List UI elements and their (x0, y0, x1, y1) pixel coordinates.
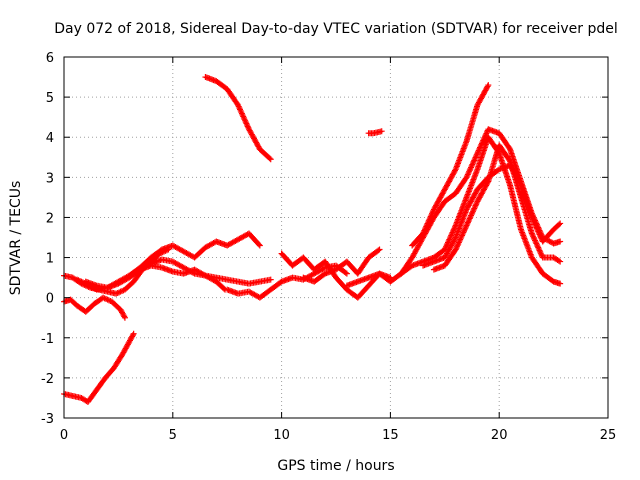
x-axis-label: GPS time / hours (277, 458, 394, 474)
y-tick-label: 4 (46, 131, 54, 146)
data-point (267, 276, 274, 283)
data-points (61, 74, 564, 405)
data-point (267, 156, 274, 163)
data-point (256, 242, 263, 249)
data-point (376, 246, 383, 253)
data-point (342, 269, 349, 276)
data-point (121, 314, 128, 321)
y-tick-label: 3 (46, 171, 54, 186)
data-point (506, 157, 513, 164)
series-sat-o (420, 162, 564, 269)
data-point (129, 332, 136, 339)
y-tick-label: -2 (41, 372, 54, 387)
data-point (375, 247, 382, 254)
plot-frame (63, 56, 609, 419)
y-tick-label: -3 (41, 412, 54, 427)
data-point (130, 330, 137, 337)
data-point (266, 155, 273, 162)
data-point (557, 238, 564, 245)
chart-title: Day 072 of 2018, Sidereal Day-to-day VTE… (54, 21, 618, 37)
y-tick-label: 2 (46, 211, 54, 226)
data-point (320, 265, 327, 272)
data-point (451, 235, 458, 242)
series-sat-j (300, 246, 383, 285)
data-point (557, 220, 564, 227)
data-point (343, 270, 350, 277)
grid-lines (64, 57, 608, 418)
data-point (557, 258, 564, 265)
series-sat-m (398, 134, 564, 287)
y-tick-label: 5 (46, 91, 54, 106)
series-sat-i (278, 250, 394, 301)
series-sat-p (430, 142, 564, 273)
data-point (255, 241, 262, 248)
data-point (378, 128, 385, 135)
series-sat-k (365, 128, 385, 137)
y-tick-label: 6 (46, 51, 54, 66)
y-tick-label: 1 (46, 252, 54, 267)
data-point (506, 145, 513, 152)
data-point (220, 285, 227, 292)
data-point (555, 257, 562, 264)
data-point (451, 167, 458, 174)
data-point (121, 313, 128, 320)
data-point (556, 221, 563, 228)
x-tick-label: 20 (491, 428, 508, 443)
data-point (485, 82, 492, 89)
x-axis-ticks: 0 5 10 15 20 25 (60, 57, 616, 443)
x-tick-label: 25 (600, 428, 617, 443)
y-axis-ticks: -3 -2 -1 0 1 2 3 4 5 6 (41, 51, 608, 427)
x-tick-label: 10 (273, 428, 290, 443)
x-tick-label: 0 (60, 428, 68, 443)
series-sat-n (409, 82, 492, 249)
data-point (484, 179, 491, 186)
x-tick-label: 15 (382, 428, 399, 443)
series-sat-c (61, 330, 137, 405)
series-sat-g (202, 74, 274, 163)
data-point (484, 83, 491, 90)
x-tick-label: 5 (169, 428, 177, 443)
data-point (201, 271, 208, 278)
y-axis-label: SDTVAR / TECUs (8, 181, 24, 296)
y-tick-label: -1 (41, 332, 54, 347)
data-point (557, 280, 564, 287)
series-sat-f (126, 230, 263, 279)
y-tick-label: 0 (46, 292, 54, 307)
